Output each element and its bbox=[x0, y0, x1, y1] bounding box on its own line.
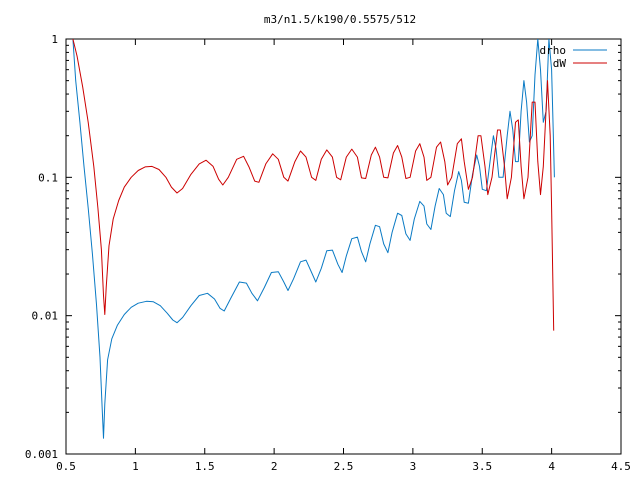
x-tick-label: 4 bbox=[548, 460, 555, 473]
x-tick-label: 1.5 bbox=[195, 460, 215, 473]
x-tick-label: 4.5 bbox=[611, 460, 631, 473]
series-line-drho bbox=[72, 39, 555, 439]
x-tick-label: 3 bbox=[410, 460, 417, 473]
x-tick-label: 2.5 bbox=[334, 460, 354, 473]
axes-layer: 0.5 1 1.5 2 2.5 3 3.5 4 4.5 0.001 0.01 0.1 1 bbox=[25, 33, 631, 473]
x-tick-label: 1 bbox=[132, 460, 139, 473]
chart-title: m3/n1.5/k190/0.5575/512 bbox=[264, 13, 416, 26]
x-tick-label: 0.5 bbox=[56, 460, 76, 473]
legend-label-dW: dW bbox=[553, 57, 567, 70]
y-tick-label: 0.01 bbox=[32, 310, 59, 323]
y-tick-label: 0.001 bbox=[25, 448, 58, 461]
y-tick-label: 1 bbox=[51, 33, 58, 46]
series-layer bbox=[72, 39, 555, 439]
x-tick-label: 2 bbox=[271, 460, 278, 473]
x-tick-label: 3.5 bbox=[472, 460, 492, 473]
legend-label-drho: drho bbox=[540, 44, 567, 57]
series-line-dW bbox=[72, 39, 555, 331]
y-tick-label: 0.1 bbox=[38, 171, 58, 184]
